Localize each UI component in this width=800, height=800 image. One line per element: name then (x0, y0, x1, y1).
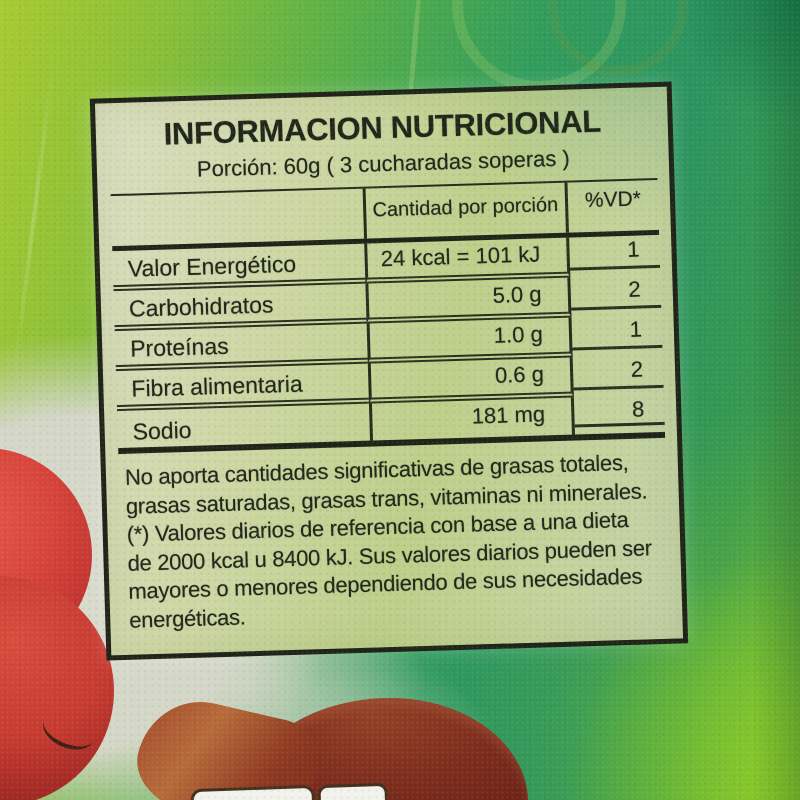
nutrient-name: Proteínas (114, 328, 368, 372)
footnote: No aporta cantidades significativas de g… (119, 448, 671, 635)
nutrition-facts-panel: INFORMACION NUTRICIONAL Porción: 60g ( 3… (89, 81, 689, 661)
nutrient-name: Carbohidratos (113, 288, 367, 332)
header-percent-vd: %VD* (584, 187, 642, 213)
header-amount-per-portion: Cantidad por porción (362, 182, 569, 239)
nutrient-name: Sodio (132, 416, 192, 445)
nutrient-amount: 181 mg (368, 397, 575, 441)
header-empty-cell (111, 189, 364, 246)
nutrient-vd-percent: 2 (570, 274, 662, 318)
nutrition-table: Cantidad por porción %VD* Valor Energéti… (110, 177, 666, 455)
nutrient-amount: 0.6 g (367, 357, 574, 404)
package-banner-fragment (317, 782, 389, 800)
nutrient-name: Fibra alimentaria (116, 368, 369, 412)
nutrient-vd-percent: 1 (568, 234, 661, 278)
nutrient-amount: 1.0 g (366, 317, 573, 364)
nutrient-vd-percent: 8 (573, 394, 665, 435)
nutrient-name: Valor Energético (112, 248, 366, 292)
nutrient-vd-percent: 2 (572, 354, 664, 398)
nutrient-amount: 24 kcal = 101 kJ (363, 237, 571, 284)
nutrient-amount: 5.0 g (365, 277, 572, 324)
nutrient-vd-percent: 1 (571, 314, 663, 358)
